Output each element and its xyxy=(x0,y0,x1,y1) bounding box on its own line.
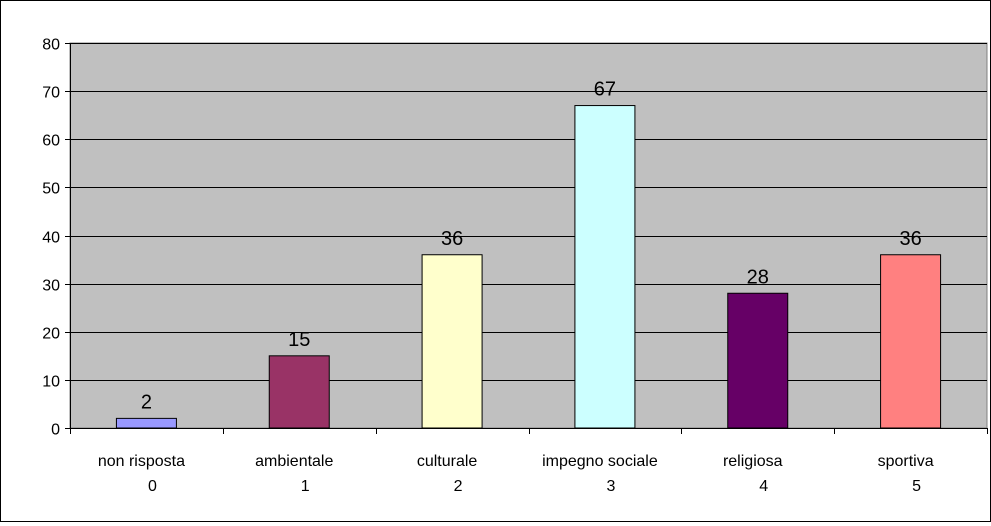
y-tick-label: 80 xyxy=(42,37,60,54)
bar-value-label: 15 xyxy=(288,329,310,351)
y-tick-label: 40 xyxy=(42,230,60,247)
bar xyxy=(268,355,330,429)
axes xyxy=(65,43,988,434)
plot-background xyxy=(69,42,988,429)
bar-value-label: 2 xyxy=(141,391,152,413)
x-tick-label: non risposta xyxy=(98,453,185,470)
x-tick-code: 0 xyxy=(148,478,157,495)
x-tick-label: religiosa xyxy=(723,453,783,470)
x-tick-code: 4 xyxy=(759,478,768,495)
bar xyxy=(880,254,942,429)
y-tick-label: 50 xyxy=(42,181,60,198)
bar-value-label: 28 xyxy=(747,266,769,288)
bar xyxy=(727,292,789,429)
y-tick-label: 70 xyxy=(42,85,60,102)
x-tick-code: 1 xyxy=(301,478,310,495)
x-tick-code: 2 xyxy=(454,478,463,495)
x-tick-label: ambientale xyxy=(255,453,333,470)
bars xyxy=(115,105,942,429)
y-tick-label: 30 xyxy=(42,278,60,295)
x-tick-code: 3 xyxy=(606,478,615,495)
y-tick-label: 10 xyxy=(42,374,60,391)
x-tick-label: sportiva xyxy=(878,453,934,470)
bar-value-label: 36 xyxy=(441,228,463,250)
bar xyxy=(574,105,636,429)
bar xyxy=(115,417,177,429)
x-tick-code: 5 xyxy=(912,478,921,495)
bar-value-label: 67 xyxy=(594,79,616,101)
gridlines xyxy=(70,43,987,381)
bar xyxy=(421,254,483,429)
y-tick-label: 20 xyxy=(42,326,60,343)
y-tick-label: 60 xyxy=(42,133,60,150)
x-tick-label: culturale xyxy=(417,453,478,470)
bar-value-label: 36 xyxy=(899,228,921,250)
plot-area xyxy=(69,42,988,429)
y-tick-label: 0 xyxy=(51,422,60,439)
x-tick-label: impegno sociale xyxy=(542,453,658,470)
